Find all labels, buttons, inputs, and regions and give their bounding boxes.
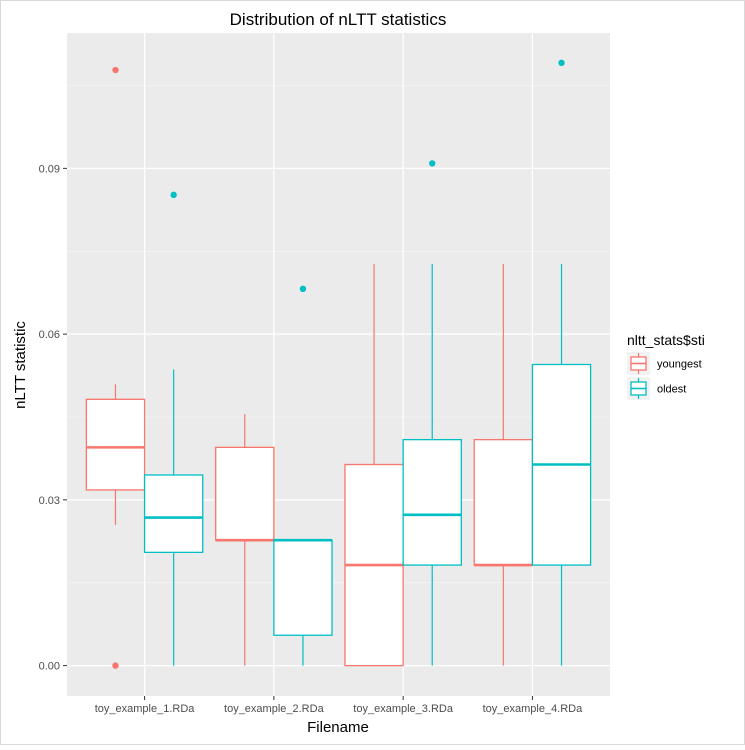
outlier-point xyxy=(112,66,119,74)
outlier-point xyxy=(112,662,119,669)
legend-label-youngest: youngest xyxy=(657,359,702,371)
boxplot-marks xyxy=(85,59,592,669)
legend-key-youngest: youngest xyxy=(627,352,702,375)
box-oldest-2 xyxy=(273,285,333,666)
x-axis: toy_example_1.RDa toy_example_2.RDa toy_ex… xyxy=(95,696,583,715)
box-body xyxy=(402,438,462,566)
box-body xyxy=(473,438,534,566)
legend-title: nltt_stats$sti xyxy=(627,332,705,348)
legend: nltt_stats$sti youngest oldest xyxy=(627,332,705,400)
y-tick-label: 0.09 xyxy=(39,163,60,175)
x-tick-label: toy_example_1.RDa xyxy=(95,703,196,715)
y-tick-label: 0.00 xyxy=(39,661,60,673)
box-oldest-4 xyxy=(531,59,592,666)
outlier-point xyxy=(170,191,177,199)
outlier-point xyxy=(429,160,436,167)
box-youngest-1 xyxy=(85,66,146,669)
box-body xyxy=(143,474,204,553)
box-body xyxy=(273,539,333,636)
chart-title: Distribution of nLTT statistics xyxy=(230,10,447,29)
box-youngest-2 xyxy=(215,414,275,666)
x-tick-label: toy_example_2.RDa xyxy=(224,703,325,715)
box-oldest-3 xyxy=(402,160,462,666)
legend-label-oldest: oldest xyxy=(657,384,686,396)
outlier-point xyxy=(299,285,307,293)
box-body xyxy=(85,398,146,491)
y-tick-label: 0.06 xyxy=(39,329,60,341)
x-axis-title: Filename xyxy=(307,719,369,736)
box-youngest-4 xyxy=(473,263,534,666)
y-axis-title: nLTT statistic xyxy=(12,321,29,409)
outlier-point xyxy=(558,59,565,67)
box-body xyxy=(215,446,275,541)
box-oldest-1 xyxy=(143,191,204,666)
y-axis: 0.00 0.03 0.06 0.09 xyxy=(39,163,67,673)
x-tick-label: toy_example_3.RDa xyxy=(353,703,454,715)
x-tick-label: toy_example_4.RDa xyxy=(483,703,584,715)
legend-key-oldest: oldest xyxy=(627,377,686,400)
plot-panel xyxy=(67,33,610,696)
y-tick-label: 0.03 xyxy=(39,495,60,507)
